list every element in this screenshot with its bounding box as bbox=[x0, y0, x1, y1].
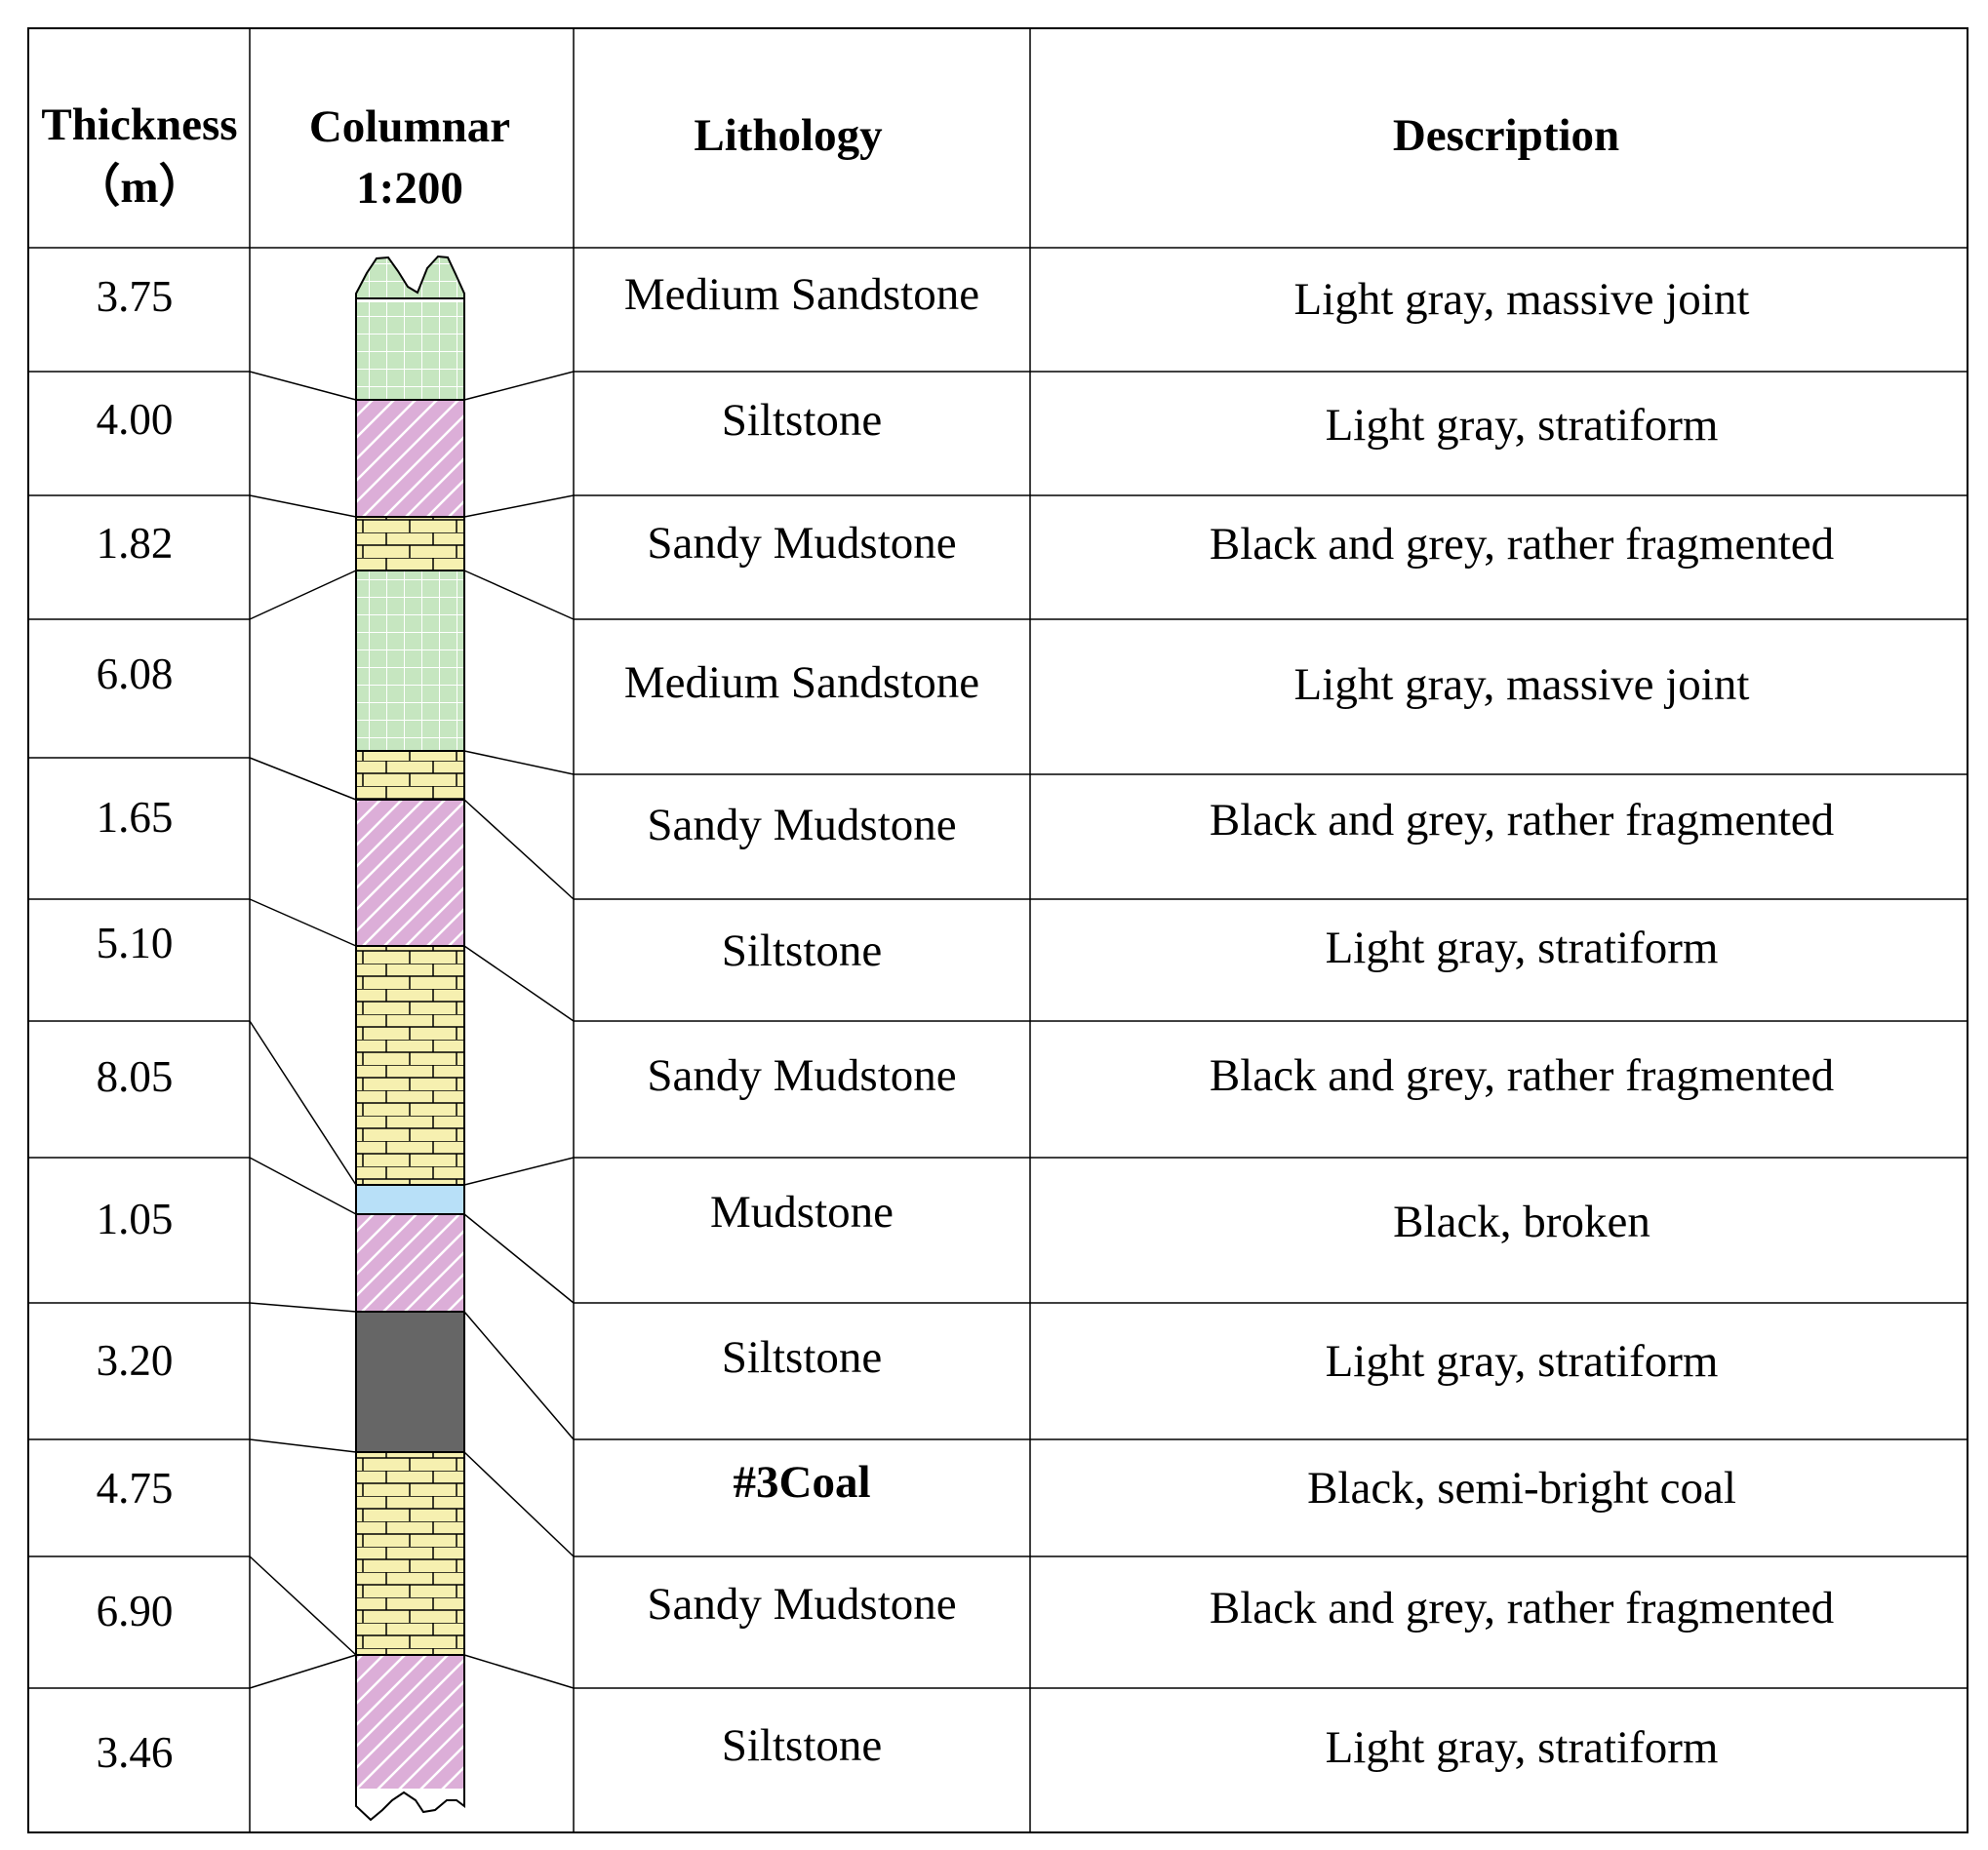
left-connector-line bbox=[249, 494, 357, 518]
left-connector-line bbox=[249, 1654, 357, 1689]
lithology-name: Medium Sandstone bbox=[624, 269, 979, 320]
left-connector-line bbox=[249, 570, 357, 620]
thickness-value: 8.05 bbox=[97, 1052, 174, 1101]
left-connector-line bbox=[249, 1020, 357, 1186]
lithology-name: Sandy Mudstone bbox=[647, 800, 956, 850]
description-text: Black and grey, rather fragmented bbox=[1210, 1050, 1834, 1101]
thickness-value: 1.65 bbox=[97, 793, 174, 842]
left-connector-line bbox=[249, 1438, 357, 1453]
right-connector-line bbox=[463, 750, 575, 775]
thickness-value: 6.08 bbox=[97, 649, 174, 698]
description-text: Light gray, stratiform bbox=[1326, 1722, 1719, 1773]
lithology-column bbox=[354, 246, 466, 1824]
left-connector-line bbox=[249, 1302, 357, 1313]
thickness-value: 6.90 bbox=[97, 1587, 174, 1635]
thickness-value: 3.20 bbox=[97, 1336, 174, 1385]
lithology-name: Siltstone bbox=[722, 395, 883, 446]
right-connector-line bbox=[463, 1157, 575, 1186]
right-connector-line bbox=[463, 1311, 575, 1440]
right-connector-line bbox=[463, 799, 575, 900]
column-bottom-mask bbox=[356, 1789, 464, 1824]
column-unit-hatch bbox=[356, 1214, 464, 1312]
lithology-name: Mudstone bbox=[710, 1187, 894, 1238]
column-unit-brick bbox=[356, 946, 464, 1185]
lithology-name: #3Coal bbox=[734, 1457, 871, 1508]
table-grid bbox=[27, 27, 1968, 1833]
lithology-name: Sandy Mudstone bbox=[647, 1050, 956, 1101]
description-text: Black and grey, rather fragmented bbox=[1210, 519, 1834, 570]
table-header: Thickness （m） Columnar 1:200 Lithology D… bbox=[41, 99, 1619, 214]
description-text: Light gray, stratiform bbox=[1326, 400, 1719, 451]
right-connector-line bbox=[463, 1451, 575, 1557]
right-connector-line bbox=[463, 570, 575, 620]
columnar-header: Columnar bbox=[309, 101, 510, 152]
scale-header: 1:200 bbox=[356, 163, 463, 214]
thickness-value: 1.82 bbox=[97, 519, 174, 568]
lithology-name: Siltstone bbox=[722, 1720, 883, 1771]
lithology-name: Siltstone bbox=[722, 925, 883, 976]
description-text: Black and grey, rather fragmented bbox=[1210, 795, 1834, 846]
column-unit-grid bbox=[356, 571, 464, 751]
description-text: Light gray, stratiform bbox=[1326, 923, 1719, 973]
left-connector-line bbox=[249, 371, 357, 401]
thickness-header: Thickness bbox=[41, 99, 237, 150]
thickness-value: 1.05 bbox=[97, 1195, 174, 1243]
left-connector-line bbox=[249, 757, 357, 801]
description-header: Description bbox=[1393, 110, 1619, 161]
right-connector-line bbox=[463, 1213, 575, 1304]
right-connector-line bbox=[463, 945, 575, 1022]
right-connector-line bbox=[463, 371, 575, 401]
column-unit-water bbox=[356, 1185, 464, 1214]
description-text: Black, broken bbox=[1393, 1197, 1650, 1247]
left-connector-line bbox=[249, 898, 357, 947]
column-unit-brick bbox=[356, 517, 464, 571]
lithology-name: Siltstone bbox=[722, 1332, 883, 1383]
thickness-value: 4.00 bbox=[97, 395, 174, 444]
lithology-name: Sandy Mudstone bbox=[647, 518, 956, 569]
right-connector-line bbox=[463, 494, 575, 518]
description-text: Black and grey, rather fragmented bbox=[1210, 1583, 1834, 1634]
right-connector-line bbox=[463, 1654, 575, 1689]
lithology-name: Sandy Mudstone bbox=[647, 1579, 956, 1630]
lithology-header: Lithology bbox=[694, 110, 883, 161]
column-unit-coal bbox=[356, 1312, 464, 1452]
left-connector-line bbox=[249, 1555, 357, 1656]
description-text: Light gray, stratiform bbox=[1326, 1336, 1719, 1387]
column-top-wave bbox=[355, 255, 465, 299]
column-unit-brick bbox=[356, 1452, 464, 1655]
table-border bbox=[27, 27, 1968, 1833]
lithology-name: Medium Sandstone bbox=[624, 657, 979, 708]
column-bottom-wave bbox=[355, 1789, 465, 1822]
table-body-text: 3.75 Medium Sandstone Light gray, massive … bbox=[97, 269, 1835, 1777]
description-text: Black, semi-bright coal bbox=[1307, 1463, 1736, 1514]
left-connector-line bbox=[249, 1157, 357, 1215]
thickness-value: 5.10 bbox=[97, 919, 174, 967]
column-unit-brick bbox=[356, 751, 464, 800]
thickness-value: 4.75 bbox=[97, 1464, 174, 1513]
thickness-value: 3.46 bbox=[97, 1728, 174, 1777]
description-text: Light gray, massive joint bbox=[1294, 274, 1750, 325]
thickness-unit-header: （m） bbox=[74, 162, 204, 213]
column-unit-hatch bbox=[356, 1655, 464, 1789]
description-text: Light gray, massive joint bbox=[1294, 659, 1750, 710]
column-unit-hatch bbox=[356, 800, 464, 946]
column-unit-hatch bbox=[356, 400, 464, 517]
thickness-value: 3.75 bbox=[97, 272, 174, 321]
